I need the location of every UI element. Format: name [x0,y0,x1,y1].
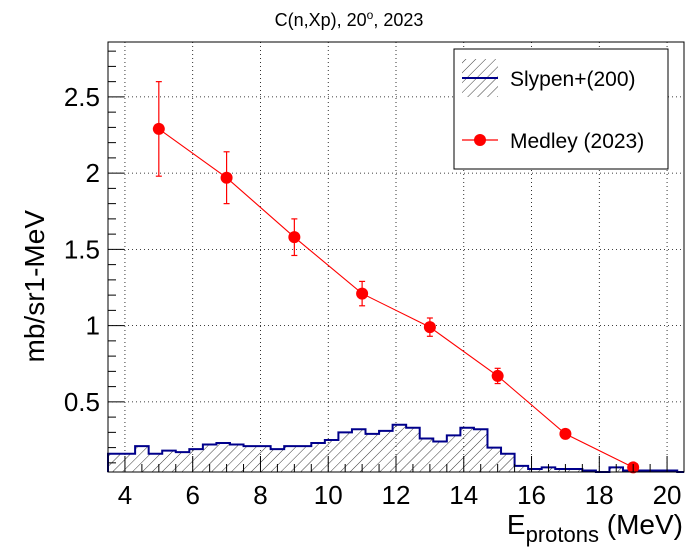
histogram-bin [555,468,569,472]
chart-title: C(n,Xp), 20o, 2023 [275,8,424,30]
y-axis-title: mb/sr1-MeV [19,210,50,363]
x-tick-label: 18 [585,480,614,510]
histogram-bin [460,427,474,472]
histogram-bin [338,432,352,472]
histogram-bin [297,446,312,472]
histogram-bin [148,453,163,472]
x-axis-title: Eprotons (MeV) [507,509,683,547]
x-tick-label: 12 [382,480,411,510]
data-point [423,321,436,334]
histogram-bin [419,438,434,472]
x-tick-label: 10 [314,480,343,510]
y-tick-label: 0.5 [64,387,100,417]
data-point [288,231,301,244]
histogram-bin [135,446,149,472]
histogram-bin [406,427,420,472]
histogram-bin [284,446,298,472]
histogram-bin [324,439,339,472]
histogram-bin [121,453,136,472]
x-tick-label: 8 [253,480,267,510]
medley-series [152,81,640,474]
grid [108,42,684,472]
histogram-bin [270,449,285,472]
histogram-bin [528,468,542,472]
y-tick-label: 2.5 [64,82,100,112]
histogram-bin [229,444,244,472]
histogram-bin [446,435,461,472]
y-tick-label: 2 [86,158,100,188]
x-tick-label: 16 [517,480,546,510]
x-tick-label: 14 [449,480,478,510]
histogram-bin [257,446,271,472]
histogram-bin [162,450,176,472]
y-tick-label: 1.5 [64,234,100,264]
y-tick-label: 1 [86,311,100,341]
histogram-bin [392,424,407,472]
x-tick-label: 20 [653,480,682,510]
histogram-bin [379,430,393,472]
axes: 4 6 8 10 12 14 16 18 20 0.5 1 1.5 2 2.5 [64,41,685,510]
data-point [220,171,233,184]
histogram-bin [514,465,529,472]
data-point [559,427,572,440]
histogram-bin [311,443,325,472]
legend-medley-label: Medley (2023) [510,130,644,153]
histogram-bin [202,444,217,472]
histogram-bin [473,429,488,472]
histogram-bin [487,447,502,472]
histogram-bin [568,468,583,472]
histogram-bin [351,429,366,472]
histogram-bin [216,443,230,472]
data-point [356,287,369,300]
data-point [152,122,165,135]
histogram-outline [107,423,684,473]
histogram-bin [243,446,258,472]
histogram-bin [175,452,190,472]
legend-medley-marker [474,134,486,146]
x-tick-label: 6 [185,480,199,510]
histogram-bin [189,449,203,472]
histogram-bin [433,441,447,472]
x-tick-label: 4 [118,480,132,510]
histogram-bin [501,453,515,472]
data-point [491,369,504,382]
histogram-bin [365,433,380,472]
medley-line [158,128,634,468]
legend-slypen-label: Slypen+(200) [510,68,636,91]
legend: Slypen+(200) Medley (2023) [453,48,669,170]
